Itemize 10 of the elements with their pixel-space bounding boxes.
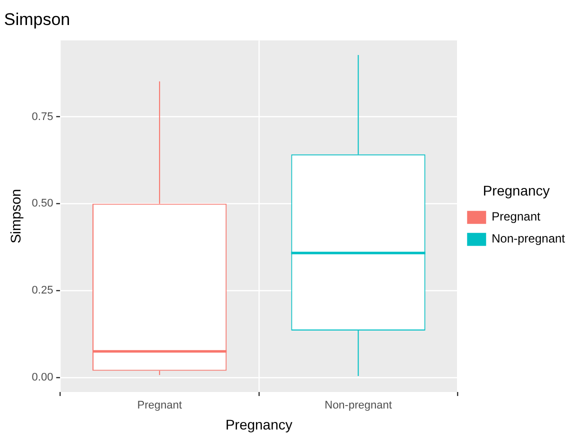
legend-title: Pregnancy	[482, 182, 550, 198]
y-axis-title: Simpson	[7, 188, 24, 244]
legend-label: Non-pregnant	[492, 232, 566, 246]
chart-title: Simpson	[4, 10, 70, 29]
y-tick-label: 0.50	[32, 198, 54, 210]
y-tick-label: 0.00	[32, 371, 54, 384]
y-tick-label: 0.75	[32, 110, 54, 123]
x-axis-title: Pregnancy	[225, 416, 292, 432]
legend-label: Pregnant	[492, 210, 541, 224]
y-tick-label: 0.25	[32, 284, 54, 297]
